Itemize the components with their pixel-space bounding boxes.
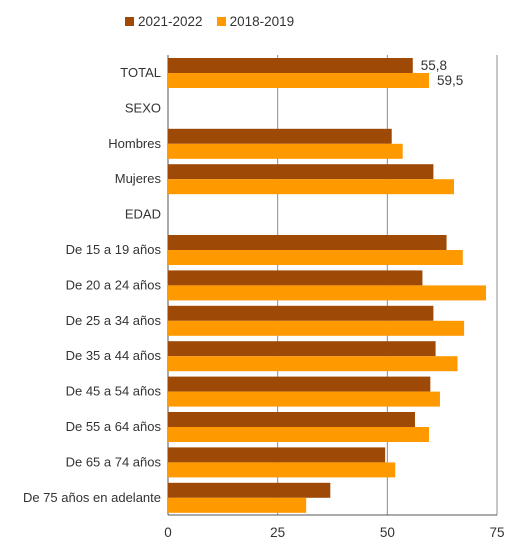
bar-2021-2022-12 xyxy=(168,482,331,498)
bar-2018-2019-8 xyxy=(168,356,458,372)
data-label: 59,5 xyxy=(437,73,463,88)
bar-2018-2019-3 xyxy=(168,179,455,195)
bar-2021-2022-10 xyxy=(168,412,415,427)
data-label: 55,8 xyxy=(421,58,447,73)
category-label: De 55 a 64 años xyxy=(66,419,162,434)
category-label: De 15 a 19 años xyxy=(66,242,162,257)
legend-label-2021-2022: 2021-2022 xyxy=(138,14,203,29)
bar-2021-2022-3 xyxy=(168,164,434,180)
category-label: De 45 a 54 años xyxy=(66,384,162,399)
bar-2021-2022-9 xyxy=(168,376,431,392)
bar-2021-2022-0 xyxy=(168,58,413,73)
legend-swatch-2021-2022 xyxy=(125,17,134,26)
category-label: EDAD xyxy=(125,207,161,222)
legend-swatch-2018-2019 xyxy=(216,17,226,26)
bar-2018-2019-6 xyxy=(168,285,487,301)
bar-2018-2019-5 xyxy=(168,250,463,265)
bar-2018-2019-11 xyxy=(168,462,396,478)
category-label: Mujeres xyxy=(115,171,162,186)
x-tick-label-25: 25 xyxy=(270,525,285,540)
bar-2021-2022-8 xyxy=(168,341,436,357)
bar-2021-2022-5 xyxy=(168,235,447,250)
category-label: TOTAL xyxy=(120,65,161,80)
bar-2018-2019-0 xyxy=(168,73,430,88)
category-label: De 65 a 74 años xyxy=(66,454,162,469)
category-label: De 75 años en adelante xyxy=(23,490,161,505)
legend-label-2018-2019: 2018-2019 xyxy=(229,14,295,29)
bar-2018-2019-2 xyxy=(168,143,403,159)
bar-2018-2019-7 xyxy=(168,320,465,336)
bar-2021-2022-2 xyxy=(168,128,392,144)
bar-2018-2019-9 xyxy=(168,391,440,407)
bar-2021-2022-6 xyxy=(168,270,423,286)
category-label: De 25 a 34 años xyxy=(66,313,162,328)
legend-item-2018-2019: 2018-2019 xyxy=(216,14,295,29)
category-label: SEXO xyxy=(125,100,161,115)
bar-2021-2022-7 xyxy=(168,305,434,321)
bar-2018-2019-12 xyxy=(168,497,307,513)
legend: 2021-2022 2018-2019 xyxy=(125,14,294,29)
category-label: De 35 a 44 años xyxy=(66,348,162,363)
bar-2018-2019-10 xyxy=(168,427,430,442)
x-tick-label-0: 0 xyxy=(164,525,172,540)
legend-item-2021-2022: 2021-2022 xyxy=(125,14,203,29)
category-label: Hombres xyxy=(108,136,161,151)
category-label: De 20 a 24 años xyxy=(66,277,162,292)
bar-2021-2022-11 xyxy=(168,447,386,463)
x-tick-label-50: 50 xyxy=(380,525,395,540)
x-tick-label-75: 75 xyxy=(489,525,504,540)
